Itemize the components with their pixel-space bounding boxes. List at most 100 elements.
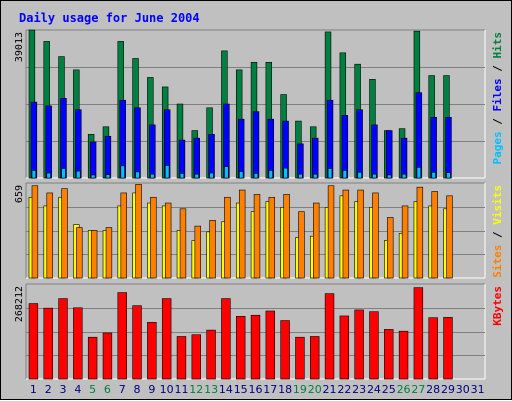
bar-sites-day-10 <box>164 202 172 279</box>
bar-kbytes-day-4 <box>73 307 83 380</box>
bar-pages-day-16 <box>253 173 259 179</box>
day-label-29: 29 <box>441 383 455 396</box>
day-label-22: 22 <box>337 383 351 396</box>
bar-pages-day-15 <box>238 171 244 179</box>
bar-kbytes-day-9 <box>147 322 157 380</box>
bar-sites-day-12 <box>194 225 201 279</box>
ymax-label-visitors: 659 <box>14 185 25 203</box>
bar-sites-day-18 <box>283 194 290 279</box>
bar-kbytes-day-1 <box>28 303 39 380</box>
bar-kbytes-day-21 <box>324 293 335 380</box>
day-label-10: 10 <box>160 383 174 396</box>
bar-pages-day-10 <box>164 165 170 179</box>
bar-pages-day-24 <box>372 173 377 179</box>
bar-kbytes-day-26 <box>398 330 409 380</box>
bar-sites-day-20 <box>313 202 320 279</box>
bar-kbytes-day-7 <box>117 292 127 380</box>
day-label-13: 13 <box>204 383 218 396</box>
bar-kbytes-day-3 <box>58 298 68 380</box>
bar-sites-day-4 <box>76 227 83 279</box>
bar-pages-day-1 <box>31 170 37 179</box>
bar-kbytes-day-27 <box>413 287 424 380</box>
bar-pages-day-4 <box>76 170 81 179</box>
legend-item-visits: Visits <box>491 185 504 225</box>
bar-sites-day-7 <box>120 192 127 279</box>
day-label-19: 19 <box>293 383 307 396</box>
bar-sites-day-13 <box>209 220 216 279</box>
bar-pages-day-3 <box>61 168 66 179</box>
day-label-20: 20 <box>308 383 322 396</box>
chart-title: Daily usage for June 2004 <box>19 11 200 25</box>
bar-sites-day-23 <box>357 189 364 279</box>
day-label-31: 31 <box>471 383 485 396</box>
bar-pages-day-5 <box>90 174 96 179</box>
bar-sites-day-15 <box>238 189 246 279</box>
day-label-23: 23 <box>352 383 366 396</box>
bar-sites-day-27 <box>416 186 424 279</box>
legend-separator: / <box>491 225 504 245</box>
bar-kbytes-day-17 <box>265 310 276 380</box>
day-label-28: 28 <box>426 383 440 396</box>
bar-sites-day-19 <box>298 211 305 279</box>
bar-sites-day-21 <box>327 185 335 279</box>
bar-pages-day-12 <box>194 173 199 179</box>
bar-pages-day-11 <box>179 173 185 179</box>
bar-pages-day-25 <box>387 174 392 179</box>
legend-item-kbytes: KBytes <box>491 286 504 326</box>
ymax-label-requests: 39013 <box>14 32 25 62</box>
bar-sites-day-11 <box>179 208 187 279</box>
bar-files-day-15 <box>237 118 245 179</box>
bar-pages-day-21 <box>327 168 333 179</box>
bar-pages-day-19 <box>298 173 303 179</box>
bar-files-day-11 <box>178 139 186 179</box>
bar-files-day-6 <box>104 135 112 179</box>
bar-kbytes-day-11 <box>176 336 187 380</box>
bar-kbytes-day-20 <box>310 336 320 380</box>
day-label-14: 14 <box>219 383 233 396</box>
bar-kbytes-day-29 <box>443 317 453 380</box>
bar-sites-day-28 <box>431 191 438 279</box>
day-label-11: 11 <box>174 383 188 396</box>
bar-kbytes-day-12 <box>191 334 201 380</box>
bar-sites-day-17 <box>268 196 276 279</box>
bar-files-day-17 <box>267 118 275 179</box>
day-label-4: 4 <box>74 383 81 396</box>
bar-pages-day-20 <box>313 173 318 179</box>
ymax-label-kbytes: 268212 <box>14 286 25 322</box>
day-label-7: 7 <box>119 383 126 396</box>
bar-kbytes-day-2 <box>43 307 53 380</box>
bar-files-day-9 <box>149 124 156 179</box>
bar-files-day-27 <box>415 92 423 179</box>
bar-pages-day-23 <box>357 172 362 179</box>
bar-files-day-19 <box>297 143 304 179</box>
day-label-1: 1 <box>30 383 37 396</box>
bar-files-day-12 <box>193 137 200 179</box>
bar-kbytes-day-22 <box>339 315 350 380</box>
day-label-25: 25 <box>382 383 396 396</box>
bar-sites-day-8 <box>135 183 142 279</box>
legend-kbytes: KBytes <box>491 286 504 326</box>
bar-pages-day-8 <box>135 171 140 179</box>
day-label-27: 27 <box>411 383 425 396</box>
bar-files-day-22 <box>341 115 349 179</box>
bar-sites-day-26 <box>401 205 409 279</box>
bar-files-day-29 <box>445 117 452 179</box>
day-label-18: 18 <box>278 383 292 396</box>
bar-kbytes-day-8 <box>132 305 142 380</box>
bar-sites-day-1 <box>31 185 39 279</box>
legend-item-files: Files <box>491 78 504 111</box>
bar-kbytes-day-19 <box>295 336 305 380</box>
bar-pages-day-13 <box>209 172 214 179</box>
bar-pages-day-17 <box>268 170 274 179</box>
bar-pages-day-2 <box>46 172 51 179</box>
legend-item-pages: Pages <box>491 131 504 164</box>
day-label-21: 21 <box>323 383 337 396</box>
bar-kbytes-day-16 <box>250 314 261 380</box>
bar-sites-day-16 <box>253 194 261 279</box>
bar-kbytes-day-13 <box>206 329 216 380</box>
day-label-9: 9 <box>148 383 155 396</box>
bar-kbytes-day-24 <box>369 311 379 380</box>
bar-files-day-23 <box>356 109 363 179</box>
bar-files-day-16 <box>252 111 260 179</box>
